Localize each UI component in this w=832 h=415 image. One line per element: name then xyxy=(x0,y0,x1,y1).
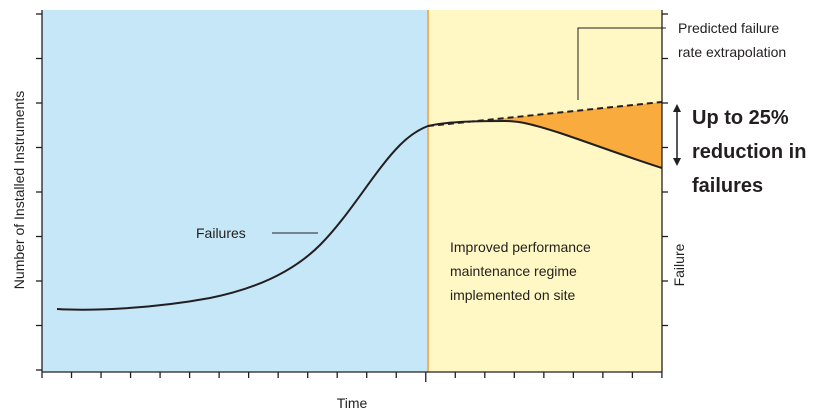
y-axis-label: Number of Installed Instruments xyxy=(11,91,27,289)
prediction-label: Predicted failure xyxy=(678,20,779,36)
before-region xyxy=(42,10,428,372)
right-axis-label: Failure xyxy=(671,243,687,286)
highlight-text: reduction in xyxy=(692,141,806,163)
failure-curve xyxy=(56,119,663,311)
regime-label: Improved performance xyxy=(450,239,591,255)
reduction-area xyxy=(428,102,662,168)
x-axis-label: Time xyxy=(337,395,368,411)
prediction-label: rate extrapolation xyxy=(678,44,786,60)
highlight-text: failures xyxy=(692,175,763,197)
regime-label: maintenance regime xyxy=(450,263,577,279)
leader-line xyxy=(577,27,666,100)
curve-label: Failures xyxy=(196,225,246,241)
highlight-text: Up to 25% xyxy=(692,107,789,129)
after-region xyxy=(428,10,662,372)
axes xyxy=(36,10,668,382)
regime-label: implemented on site xyxy=(450,287,576,303)
